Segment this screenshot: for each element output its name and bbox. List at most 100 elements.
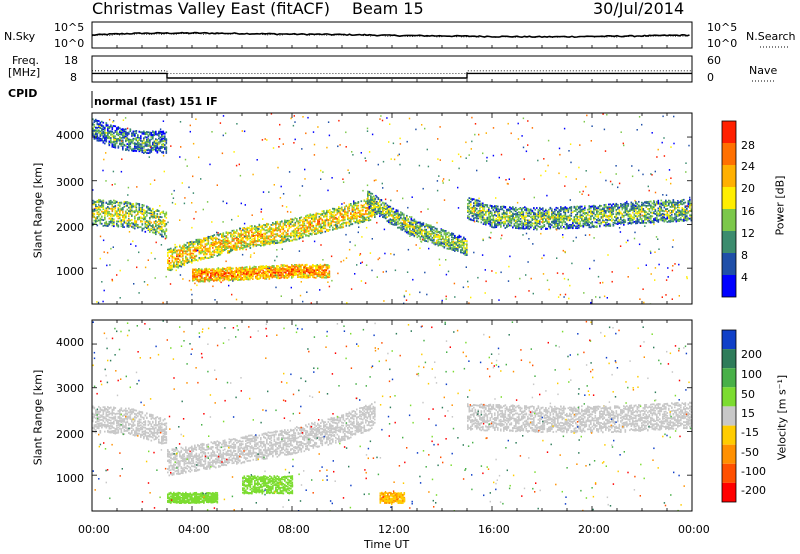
heatmap-cell [353, 206, 355, 209]
heatmap-cell [258, 236, 261, 238]
heatmap-cell [204, 248, 207, 250]
heatmap-cell [158, 218, 160, 221]
heatmap-cell [204, 239, 207, 242]
heatmap-cell [324, 224, 327, 227]
heatmap-cell [357, 207, 360, 210]
heatmap-cell [176, 266, 178, 268]
heatmap-cell [240, 244, 243, 247]
heatmap-cell [213, 270, 215, 273]
heatmap-cell [380, 199, 383, 201]
heatmap-cell [180, 253, 183, 256]
heatmap-cell [395, 218, 398, 221]
heatmap-cell [330, 224, 333, 227]
heatmap-cell [304, 276, 307, 279]
heatmap-cell [362, 213, 364, 215]
heatmap-cell [278, 223, 280, 226]
heatmap-cell [300, 264, 302, 267]
heatmap-cell [201, 250, 204, 253]
heatmap-cell [451, 232, 453, 235]
heatmap-cell [159, 227, 162, 230]
heatmap-cell [182, 263, 184, 266]
heatmap-cell [380, 210, 383, 213]
heatmap-cell [194, 249, 196, 252]
heatmap-cell [246, 243, 249, 245]
heatmap-cell [366, 200, 369, 202]
heatmap-cell [448, 235, 450, 238]
heatmap-cell [371, 192, 374, 195]
heatmap-cell [293, 231, 295, 234]
heatmap-cell [446, 244, 449, 247]
heatmap-cell [473, 202, 475, 204]
heatmap-cell [245, 241, 247, 244]
heatmap-cell [412, 228, 414, 231]
heatmap-cell [275, 224, 277, 227]
heatmap-cell [252, 266, 254, 269]
heatmap-cell [99, 217, 102, 220]
heatmap-cell [468, 205, 471, 208]
heatmap-cell [461, 244, 464, 247]
heatmap-cell [336, 210, 339, 213]
heatmap-cell [356, 214, 358, 217]
heatmap-cell [322, 272, 325, 274]
heatmap-cell [229, 269, 232, 272]
heatmap-cell [315, 212, 318, 215]
heatmap-cell [195, 241, 198, 244]
heatmap-cell [477, 210, 480, 212]
heatmap-cell [107, 223, 109, 225]
heatmap-cell [111, 201, 114, 204]
heatmap-cell [210, 269, 212, 272]
heatmap-cell [369, 211, 372, 214]
heatmap-cell [272, 241, 274, 244]
heatmap-cell [303, 227, 306, 229]
heatmap-cell [155, 220, 157, 222]
heatmap-cell [200, 239, 202, 242]
heatmap-cell [96, 216, 99, 218]
heatmap-cell [439, 244, 441, 246]
heatmap-cell [406, 225, 408, 228]
heatmap-cell [276, 239, 279, 242]
heatmap-cell [279, 234, 282, 237]
heatmap-cell [296, 231, 298, 234]
heatmap-cell [267, 242, 270, 245]
heatmap-cell [269, 242, 271, 245]
heatmap-cell [294, 264, 296, 266]
heatmap-cell [398, 217, 401, 220]
heatmap-cell [309, 223, 312, 226]
heatmap-cell [297, 273, 299, 276]
heatmap-cell [404, 217, 407, 220]
heatmap-cell [134, 205, 136, 208]
heatmap-cell [201, 280, 203, 283]
heatmap-cell [207, 235, 210, 238]
heatmap-cell [287, 233, 289, 235]
heatmap-cell [431, 236, 434, 239]
heatmap-cell [409, 231, 411, 234]
heatmap-cell [282, 224, 285, 227]
heatmap-cell [324, 272, 326, 274]
heatmap-cell [338, 208, 340, 211]
heatmap-cell [93, 200, 96, 203]
heatmap-cell [96, 212, 99, 215]
heatmap-cell [117, 213, 120, 215]
heatmap-cell [108, 214, 111, 217]
heatmap-cell [234, 276, 236, 279]
heatmap-cell [324, 264, 326, 266]
heatmap-cell [158, 227, 160, 230]
heatmap-cell [395, 223, 398, 226]
heatmap-cell [301, 274, 304, 277]
heatmap-cell [306, 221, 309, 223]
heatmap-cell [249, 225, 252, 228]
heatmap-cell [271, 266, 274, 268]
heatmap-cell [153, 222, 156, 224]
heatmap-cell [223, 270, 226, 273]
heatmap-cell [377, 211, 380, 214]
heatmap-cell [257, 227, 259, 230]
heatmap-cell [198, 238, 201, 241]
heatmap-cell [197, 259, 199, 262]
heatmap-cell [230, 232, 232, 235]
heatmap-cell [434, 230, 437, 233]
heatmap-cell [249, 244, 252, 246]
heatmap-cell [314, 232, 316, 235]
heatmap-cell [288, 270, 290, 273]
heatmap-cell [150, 215, 153, 218]
heatmap-cell [221, 247, 223, 250]
